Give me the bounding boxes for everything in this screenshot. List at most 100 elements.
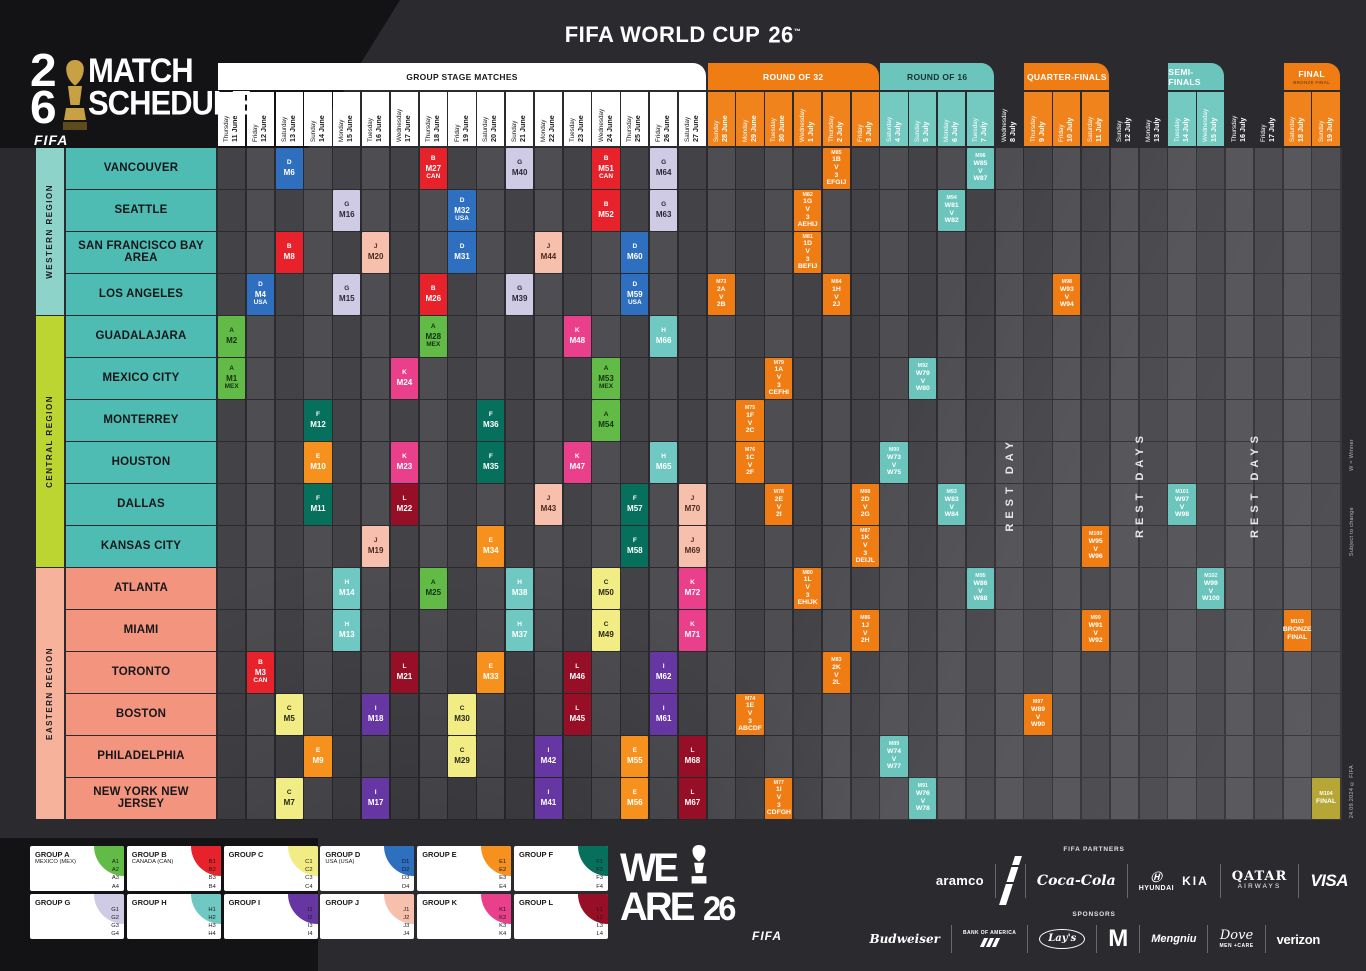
day-header-3-july: Friday 3 July (851, 91, 879, 146)
match-code: M85 (831, 149, 842, 156)
hyundai-wordmark: HYUNDAI (1138, 885, 1175, 892)
grid-cell (419, 778, 447, 819)
divider (994, 863, 996, 898)
match-line: V (1093, 545, 1098, 553)
match-line: W84 (944, 511, 959, 519)
legend-slot: I1 (307, 906, 313, 913)
grid-cell (1226, 232, 1254, 273)
grid-cell (1024, 232, 1052, 273)
legend-group-name: GROUP F (519, 850, 554, 859)
grid-cell (1024, 484, 1052, 525)
grid-cell (880, 568, 908, 609)
legend-card-color-corner (384, 846, 415, 876)
grid-cell (304, 190, 332, 231)
grid-cell (794, 442, 822, 483)
grid-cell (1254, 526, 1283, 567)
fifa-partners-title: FIFA PARTNERS (1063, 846, 1125, 853)
grid-cell (448, 358, 476, 399)
grid-cell (794, 148, 822, 189)
grid-cell (1082, 736, 1110, 777)
match-m82: M82 1G V 3 AEHIJ (794, 190, 822, 231)
grid-cell (736, 736, 764, 777)
grid-cell (506, 484, 534, 525)
match-line: W76 (915, 790, 930, 798)
legend-card-group-c: GROUP C C1 C2 C3 C4 (223, 846, 318, 891)
grid-cell (1283, 694, 1311, 735)
legend-card-group-l: GROUP L L1 L2 L3 L4 (514, 893, 608, 939)
airways-wordmark: AIRWAYS (1237, 883, 1282, 891)
grid-cell (362, 400, 390, 441)
grid-cell (534, 190, 563, 231)
match-line: W74 (887, 748, 902, 756)
match-line: EFGIJ (826, 179, 847, 187)
grid-cell (822, 190, 851, 231)
grid-cell (1053, 442, 1081, 483)
day-header-26-june: Friday 26 June (650, 91, 678, 146)
match-group-letter: D (258, 281, 263, 289)
divider (1264, 925, 1266, 953)
match-group-letter: C (603, 621, 609, 629)
match-m49: C M49 (592, 610, 620, 651)
match-line: 2G (860, 511, 870, 519)
visa-logo: VISA (1310, 871, 1348, 890)
legend-slot: D4 (401, 883, 410, 890)
grid-cell (390, 568, 419, 609)
legend-card-color-corner (287, 846, 318, 876)
city-label-boston: BOSTON (66, 694, 216, 735)
match-group-letter: J (373, 243, 378, 251)
grid-cell (851, 736, 879, 777)
grid-cell (1053, 484, 1081, 525)
grid-cell (1082, 358, 1110, 399)
grid-cell (333, 694, 361, 735)
match-line: 3 (834, 171, 839, 179)
day-header-19-july: Sunday 19 July (1312, 91, 1340, 146)
grid-cell (218, 442, 246, 483)
grid-cell (822, 778, 851, 819)
match-code: M21 (396, 671, 413, 681)
grid-cell (448, 442, 476, 483)
match-host-note: USA (253, 299, 268, 307)
match-code: M57 (627, 503, 643, 513)
day-header-13-july: Monday 13 July (1140, 92, 1167, 146)
bank-of-america-logo: BANK OF AMERICA (963, 931, 1016, 947)
match-m54: A M54 (592, 400, 620, 441)
grid-cell (1139, 442, 1167, 483)
match-m20: J M20 (362, 232, 390, 273)
match-line: W78 (915, 805, 930, 813)
grid-cell (390, 316, 419, 357)
legend-slot: C1 (305, 859, 313, 865)
grid-cell (1168, 400, 1196, 441)
match-line: 1J (861, 622, 870, 630)
grid-cell (304, 232, 332, 273)
date-label: 25 June (633, 114, 643, 142)
match-code: M80 (802, 569, 813, 576)
grid-cell (822, 442, 851, 483)
grid-cell (880, 358, 908, 399)
match-group-letter: A (603, 411, 609, 419)
section-header-round-of-16: ROUND OF 16 (880, 63, 995, 90)
match-line: EHIJK (797, 599, 818, 607)
match-m97: M97 W89 V W90 (1024, 694, 1052, 735)
grid-cell (218, 610, 246, 651)
grid-cell (563, 190, 591, 231)
grid-cell (909, 442, 937, 483)
match-m50: C M50 (592, 568, 620, 609)
match-code: M51 (598, 163, 614, 173)
grid-cell (563, 736, 591, 777)
grid-cell (563, 358, 591, 399)
grid-cell (448, 400, 476, 441)
legend-card-group-a: GROUP A MEXICO (MEX) A1 A2 A3 A4 (30, 846, 124, 891)
grid-cell (1024, 148, 1052, 189)
match-m68: L M68 (678, 736, 707, 777)
legend-slot: K2 (499, 914, 507, 921)
match-code: M64 (655, 167, 672, 177)
qatar-wordmark: QATAR (1231, 869, 1288, 885)
grid-cell (621, 400, 649, 441)
legend-host-country: MEXICO (MEX) (35, 859, 76, 865)
match-m62: I M62 (650, 652, 678, 693)
grid-cell (909, 400, 937, 441)
match-m104: M104 FINAL (1312, 778, 1340, 819)
grid-cell (218, 484, 246, 525)
day-header-7-july: Tuesday 7 July (966, 91, 995, 146)
match-code: M50 (598, 587, 614, 597)
